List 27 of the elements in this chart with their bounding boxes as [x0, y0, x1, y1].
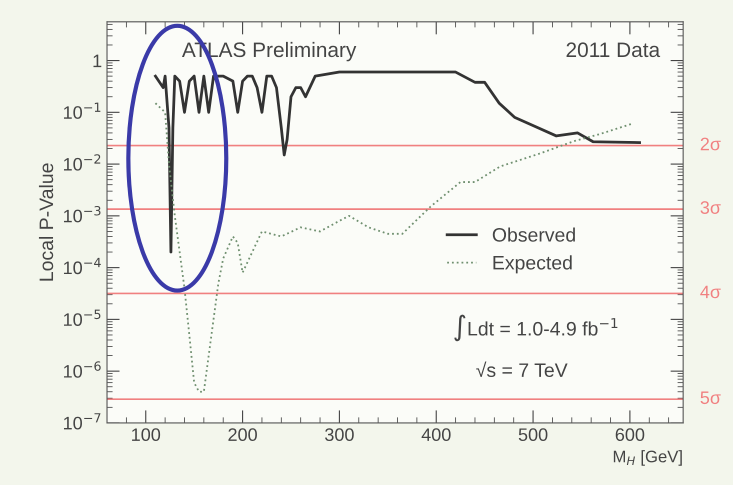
y-tick-label: 1	[93, 54, 102, 68]
ref-line-label: 2σ	[700, 138, 721, 150]
y-tick-label: 10$^{−7}$	[64, 413, 100, 430]
y-tick-label: 10$^{−5}$	[64, 310, 100, 326]
annotation: √s = 7 TeV	[476, 361, 568, 378]
annotation: ∫Ldt = 1.0-4.9 fb$^{−1}$	[454, 314, 618, 342]
x-axis-title: M$_{H}$ [GeV]	[614, 450, 682, 466]
legend-label: Expected	[493, 255, 572, 274]
ref-line-label: 3σ	[700, 201, 721, 214]
line-series	[154, 70, 641, 254]
annotation: 2011 Data	[566, 42, 660, 58]
y-tick-label: 10$^{−2}$	[64, 154, 100, 171]
legend-label: Observed	[492, 227, 575, 242]
x-tick-label: 200	[228, 428, 257, 442]
ref-line-label: 5σ	[700, 391, 721, 404]
x-tick-label: 600	[616, 428, 644, 442]
y-axis-title: Local P-Value	[38, 163, 54, 281]
x-tick-label: 400	[422, 428, 451, 442]
ref-line-label: 4σ	[700, 286, 721, 298]
line-series	[154, 102, 633, 393]
y-tick-label: 10$^{−6}$	[64, 361, 101, 378]
x-tick-label: 100	[132, 428, 160, 442]
x-tick-label: 300	[325, 428, 354, 442]
y-tick-label: 10$^{−3}$	[64, 206, 100, 222]
y-tick-label: 10$^{−4}$	[64, 258, 101, 274]
x-tick-label: 500	[518, 428, 548, 442]
y-tick-label: 10$^{−1}$	[64, 102, 100, 119]
